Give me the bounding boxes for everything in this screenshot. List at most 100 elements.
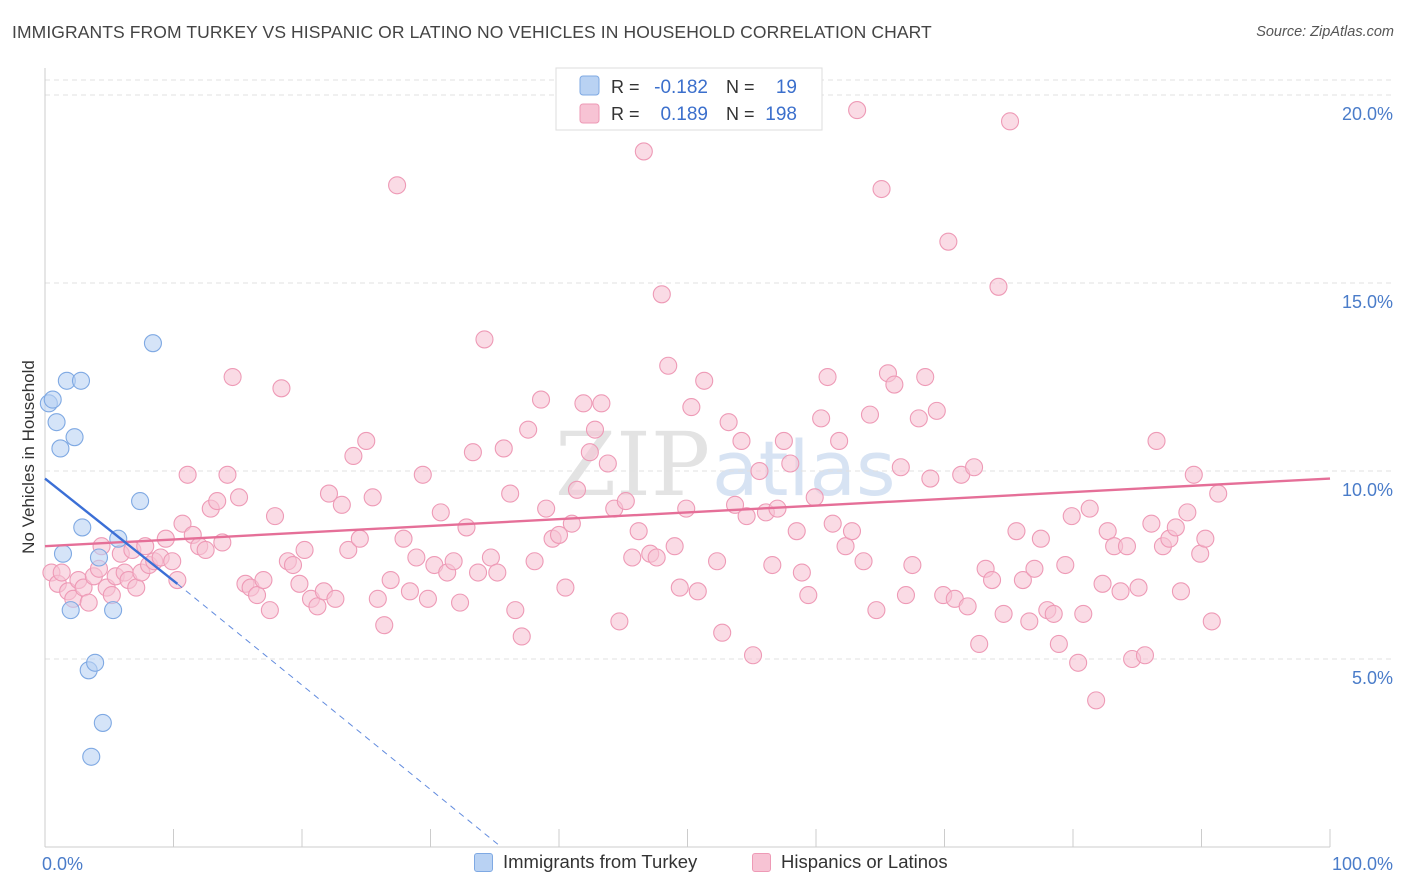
hispanic-point (670, 578, 689, 597)
hispanic-point (891, 458, 910, 477)
turkey-point (86, 653, 105, 672)
turkey-point (53, 544, 73, 563)
turkey-point (43, 390, 62, 409)
hispanic-point (451, 593, 470, 612)
legend-r-value-turkey: -0.182 (654, 77, 708, 98)
hispanic-point (719, 413, 738, 432)
legend-swatch-hispanic (579, 103, 600, 124)
hispanic-point (431, 503, 450, 522)
hispanic-point (350, 529, 369, 548)
hispanic-point (818, 367, 837, 387)
hispanic-point (163, 552, 182, 571)
turkey-point (104, 601, 123, 620)
hispanic-point (737, 507, 756, 526)
hispanic-point (326, 589, 345, 608)
hispanic-point (512, 627, 531, 646)
chart-source: Source: ZipAtlas.com (1256, 24, 1394, 40)
hispanic-point (400, 582, 419, 601)
hispanic-point (247, 586, 267, 605)
hispanic-point (260, 601, 279, 620)
legend-n-label: N = (726, 104, 755, 124)
trend-line-hispanic (44, 477, 1331, 548)
hispanic-point (1013, 571, 1032, 590)
hispanic-point (763, 555, 782, 575)
hispanic-point (494, 439, 513, 458)
hispanic-point (799, 586, 818, 605)
hispanic-point (468, 563, 488, 582)
hispanic-point (475, 330, 494, 349)
hispanic-point (173, 514, 192, 533)
hispanic-point (574, 394, 593, 413)
y-tick-labels: 5.0% 10.0% 15.0% 20.0% (1342, 104, 1393, 688)
hispanic-point (1031, 529, 1050, 548)
hispanic-point (308, 597, 327, 616)
legend-r-label: R = (611, 104, 640, 124)
hispanic-point (854, 552, 873, 571)
hispanic-point (903, 555, 922, 575)
hispanic-point (1020, 612, 1039, 631)
hispanic-point (708, 552, 727, 571)
hispanic-point (223, 367, 242, 387)
hispanic-point (290, 574, 309, 593)
hispanic-point (1111, 582, 1130, 601)
turkey-point (89, 548, 109, 567)
hispanic-point (598, 454, 617, 473)
hispanic-point (481, 548, 500, 567)
hispanic-point (1184, 465, 1203, 484)
hispanic-point (916, 367, 935, 387)
hispanic-point (168, 571, 187, 590)
hispanic-point (506, 601, 525, 620)
hispanic-point (1025, 559, 1044, 578)
hispanic-point (585, 420, 605, 439)
hispanic-point (444, 552, 463, 571)
hispanic-point (519, 420, 538, 439)
hispanic-point (610, 612, 629, 631)
hispanic-point (295, 540, 314, 560)
hispanic-point (531, 390, 551, 409)
hispanic-point (896, 586, 916, 605)
hispanic-point (1171, 582, 1190, 601)
hispanic-point (381, 571, 400, 590)
turkey-point (61, 601, 80, 620)
legend-n-value-turkey: 19 (776, 77, 797, 98)
turkey-point (93, 713, 112, 732)
hispanic-point (525, 552, 544, 571)
hispanic-point (1209, 484, 1228, 503)
legend-item-turkey: Immigrants from Turkey (474, 851, 697, 873)
hispanic-point (368, 589, 387, 608)
hispanic-point (556, 578, 575, 597)
trend-line-turkey-extension (177, 583, 502, 848)
y-tick-label: 10.0% (1342, 480, 1393, 500)
hispanic-point (1080, 499, 1099, 518)
hispanic-point (1049, 634, 1068, 654)
axes (44, 68, 1331, 848)
hispanic-point (1129, 578, 1148, 597)
turkey-point (73, 518, 92, 537)
hispanic-point (178, 465, 197, 484)
hispanic-point (580, 443, 599, 462)
hispanic-point (836, 537, 855, 556)
hispanic-point (812, 409, 831, 428)
hispanic-point (413, 465, 432, 484)
turkey-point (65, 428, 84, 447)
hispanic-point (196, 540, 215, 560)
hispanic-point (218, 465, 237, 484)
x-tick-labels: 0.0% 100.0% (42, 854, 1393, 874)
hispanic-point (623, 548, 642, 567)
legend-item-hispanic: Hispanics or Latinos (752, 851, 948, 873)
hispanic-point (388, 176, 407, 195)
hispanic-point (272, 379, 291, 398)
y-tick-label: 15.0% (1342, 292, 1393, 312)
hispanic-point (695, 371, 714, 390)
hispanic-point (634, 142, 653, 161)
hispanic-point (805, 488, 824, 507)
y-tick-label: 5.0% (1352, 668, 1393, 688)
hispanic-point (549, 525, 569, 544)
hispanic-point (463, 443, 482, 462)
hispanic-point (958, 597, 977, 616)
turkey-point (131, 492, 150, 511)
hispanic-point (659, 356, 678, 375)
hispanic-point (127, 578, 146, 597)
trend-lines (44, 477, 1331, 848)
